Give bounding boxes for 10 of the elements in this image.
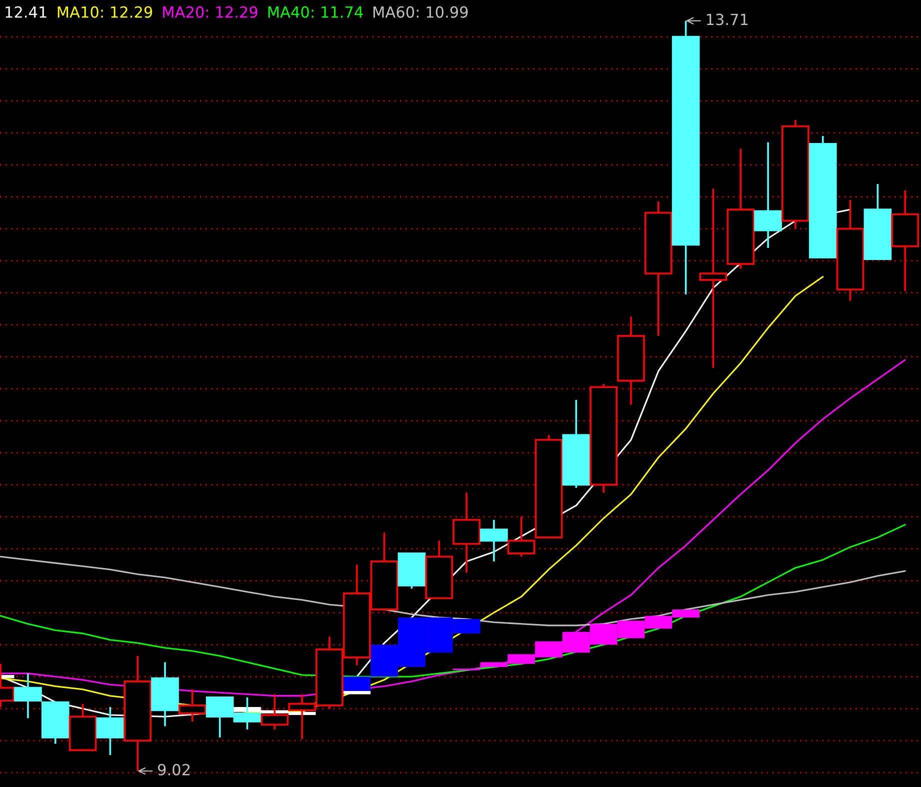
- annotation: MA60: 10.99: [374, 6, 468, 18]
- bar: [343, 676, 371, 692]
- bar: [343, 691, 371, 694]
- annotation: MA10: 12.29: [58, 6, 152, 18]
- annotation: MA40: 11.74: [268, 6, 363, 18]
- annotation: 13.71: [706, 14, 748, 26]
- candlestick: [699, 188, 728, 369]
- annotation: MA20: 12.29: [163, 6, 258, 18]
- annotation: 9.02: [158, 764, 190, 776]
- annotation: 12.41: [6, 6, 46, 18]
